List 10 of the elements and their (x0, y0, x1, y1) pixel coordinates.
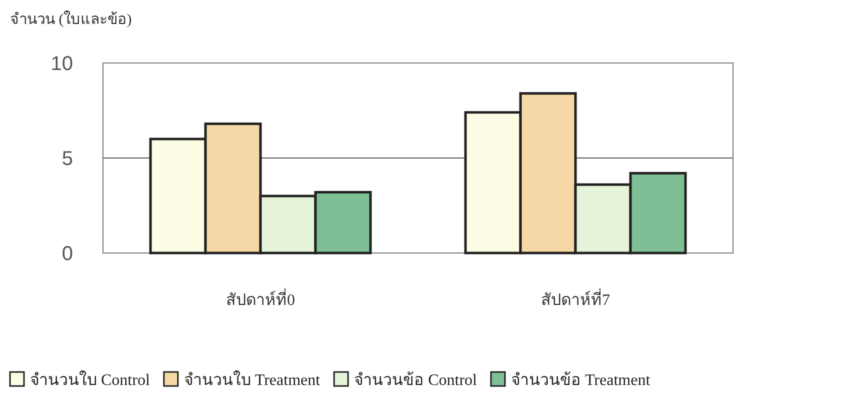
legend-label: จำนวนข้อ Control (354, 371, 478, 389)
legend-label: จำนวนใบ Control (30, 370, 150, 389)
x-tick-label: สัปดาห์ที่0 (226, 288, 295, 309)
legend-label: จำนวนใบ Treatment (184, 370, 321, 389)
y-tick-label: 0 (62, 243, 73, 265)
x-tick-label: สัปดาห์ที่7 (541, 288, 610, 309)
y-tick-label: 10 (50, 53, 73, 75)
y-tick-label: 5 (62, 148, 73, 170)
y-axis-title: จำนวน (ใบและข้อ) (10, 10, 132, 28)
legend-label: จำนวนข้อ Treatment (510, 371, 651, 389)
